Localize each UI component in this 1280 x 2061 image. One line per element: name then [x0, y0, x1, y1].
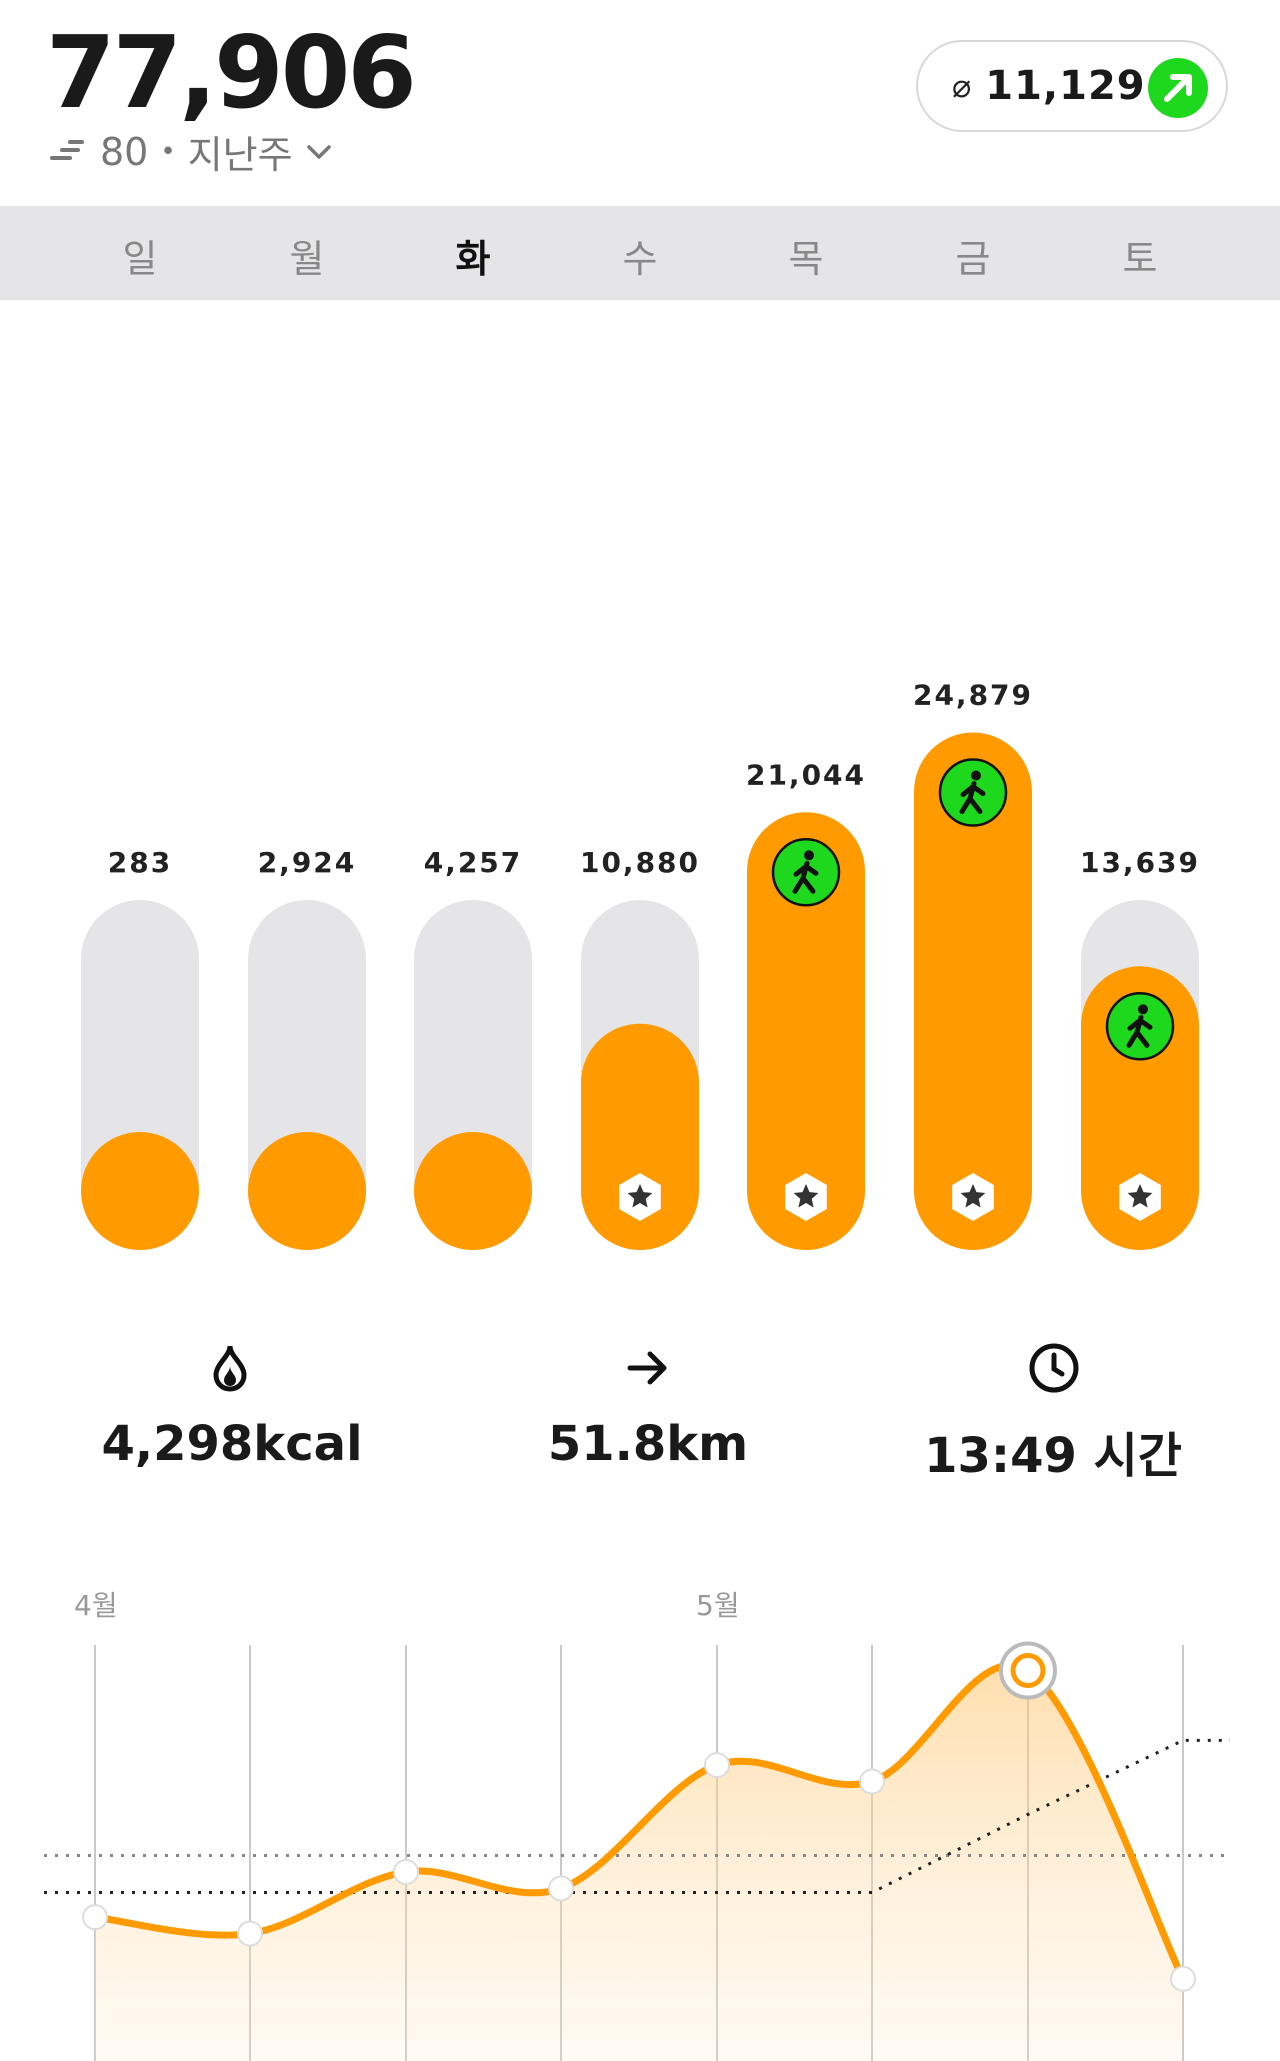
- separator: •: [160, 136, 176, 167]
- tab-day-3[interactable]: 수: [622, 237, 658, 281]
- bar-value-label: 13,639: [1080, 846, 1200, 879]
- average-pill[interactable]: ⌀ 11,129: [916, 40, 1228, 132]
- trend-point[interactable]: [237, 1920, 263, 1947]
- period-label: 지난주: [187, 133, 293, 177]
- clock-icon: [1028, 1342, 1080, 1398]
- trend-point[interactable]: [82, 1904, 108, 1931]
- month-label-may: 5월: [696, 1589, 740, 1622]
- bar-group-5[interactable]: 24,879: [913, 679, 1033, 1250]
- tab-day-1[interactable]: 월: [289, 237, 325, 281]
- trend-point[interactable]: [859, 1768, 885, 1795]
- walker-head: [971, 770, 981, 781]
- bar-group-6[interactable]: 13,639: [1080, 726, 1200, 1250]
- bar-group-1[interactable]: 2,924: [248, 846, 366, 1250]
- bar-value-label: 10,880: [580, 846, 700, 879]
- bar: [747, 812, 865, 1250]
- total-steps: 77,906: [46, 14, 417, 131]
- star-icon: [627, 1184, 653, 1208]
- walker-figure: [792, 860, 819, 894]
- trend-area: [95, 1665, 1183, 2061]
- trend-point[interactable]: [548, 1875, 574, 1902]
- flame-icon: [208, 1342, 252, 1396]
- chevron-down-icon: [306, 144, 331, 159]
- bar: [248, 1132, 366, 1250]
- bar-value-label: 24,879: [913, 679, 1033, 712]
- star-icon: [1127, 1184, 1153, 1208]
- selected-point[interactable]: [1010, 1653, 1046, 1689]
- tab-day-5[interactable]: 금: [955, 237, 991, 281]
- walker-figure: [959, 781, 986, 815]
- bar-value-label: 2,924: [258, 846, 357, 879]
- daily-steps-chart: 283 2,924 4,257 10,880 21,044 24,879 13,639: [81, 679, 1200, 1250]
- trend-point[interactable]: [1170, 1965, 1196, 1992]
- bar: [581, 1023, 699, 1250]
- bar-value-label: 283: [108, 846, 172, 879]
- trend-up-icon: [1148, 58, 1208, 118]
- month-label-april: 4월: [74, 1589, 118, 1622]
- bar-value-label: 4,257: [424, 846, 523, 879]
- period-selector[interactable]: 80 • 지난주: [48, 124, 333, 179]
- tab-day-2[interactable]: 화: [455, 237, 491, 281]
- walker-head: [804, 850, 814, 861]
- trend-point[interactable]: [704, 1752, 730, 1779]
- star-icon: [793, 1184, 819, 1208]
- distance-value: 51.8km: [547, 1416, 749, 1472]
- goal-trend-line: [44, 1738, 1230, 1894]
- bar-value-label: 21,044: [746, 758, 866, 791]
- bar: [414, 1132, 532, 1250]
- walker-head: [1138, 1004, 1148, 1015]
- average-symbol: ⌀: [952, 67, 972, 105]
- bar: [81, 1132, 199, 1250]
- trend-chart: [44, 1641, 1230, 2061]
- calories-value: 4,298kcal: [101, 1416, 363, 1472]
- duration-value: 13:49 시간: [924, 1428, 1182, 1484]
- bar-group-2[interactable]: 4,257: [414, 846, 532, 1250]
- tab-day-6[interactable]: 토: [1122, 237, 1158, 281]
- arrow-right-icon: [626, 1348, 670, 1392]
- trend-point[interactable]: [393, 1858, 419, 1885]
- sub-value: 80: [100, 129, 149, 174]
- average-value: 11,129: [985, 63, 1146, 109]
- tab-day-4[interactable]: 목: [788, 237, 824, 281]
- tab-day-0[interactable]: 일: [122, 237, 158, 281]
- walker-figure: [1126, 1014, 1153, 1048]
- bar-group-3[interactable]: 10,880: [580, 726, 700, 1250]
- steps-icon: [50, 139, 84, 160]
- star-icon: [960, 1184, 986, 1208]
- bar: [914, 732, 1032, 1250]
- bar-group-4[interactable]: 21,044: [746, 726, 866, 1250]
- bar-group-0[interactable]: 283: [81, 846, 199, 1250]
